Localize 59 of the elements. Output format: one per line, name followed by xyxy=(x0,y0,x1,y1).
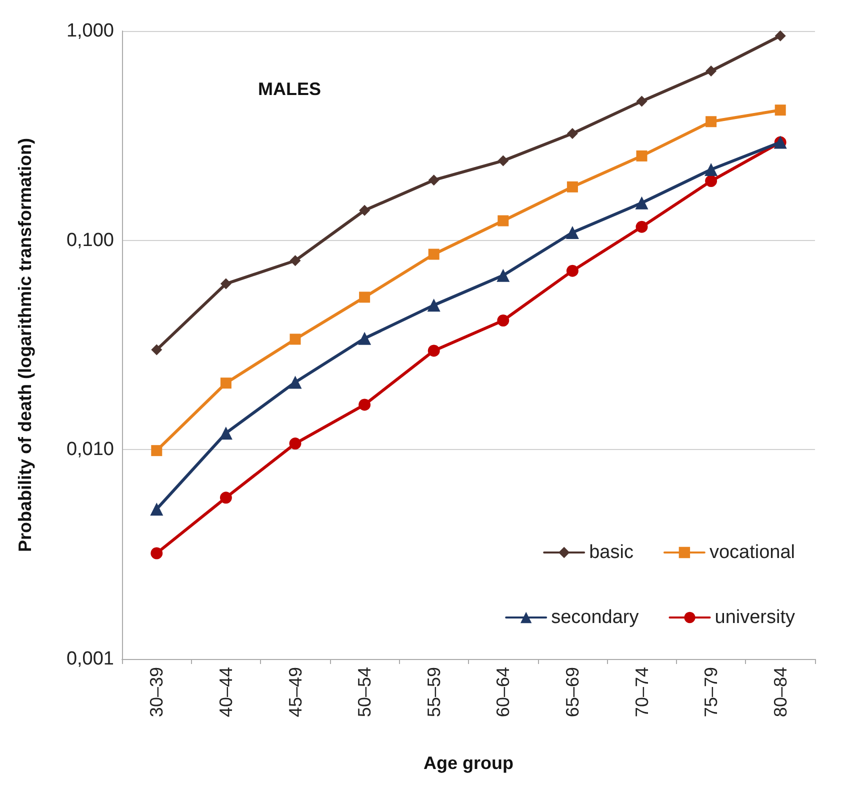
legend-label: university xyxy=(714,607,796,628)
point xyxy=(705,175,718,188)
point xyxy=(220,492,232,504)
point xyxy=(497,314,510,327)
x-tick-label: 70–74 xyxy=(632,667,652,718)
point xyxy=(636,150,648,162)
point xyxy=(706,66,717,77)
point xyxy=(636,96,648,107)
point xyxy=(219,426,232,440)
point xyxy=(498,155,509,166)
point xyxy=(706,116,717,128)
x-tick-label: 30–39 xyxy=(146,667,167,718)
point xyxy=(566,181,578,192)
point xyxy=(635,196,648,210)
legend-label: vocational xyxy=(709,542,796,563)
point xyxy=(289,438,302,450)
point xyxy=(496,268,510,282)
point xyxy=(288,376,302,389)
point xyxy=(220,378,232,389)
point xyxy=(151,344,162,356)
x-tick-label: 50–54 xyxy=(354,667,375,718)
point xyxy=(358,332,372,345)
point xyxy=(566,226,579,239)
point xyxy=(150,547,163,560)
point xyxy=(498,215,509,226)
point xyxy=(774,104,786,116)
legend-label: basic xyxy=(589,542,634,563)
x-tick-label: 60–64 xyxy=(493,667,514,718)
annotation: MALES xyxy=(258,79,321,99)
x-tick-label: 45–49 xyxy=(285,667,306,718)
point xyxy=(428,344,440,357)
point xyxy=(359,292,370,303)
x-tick-label: 80–84 xyxy=(770,667,790,718)
point xyxy=(566,264,578,277)
y-axis-title: Probability of death (logarithmic transformation) xyxy=(15,138,35,552)
point xyxy=(290,334,301,345)
y-tick-label: 1,000 xyxy=(66,20,114,42)
point xyxy=(220,278,232,290)
y-tick-label: 0,010 xyxy=(66,439,114,460)
x-tick-label: 55–59 xyxy=(424,667,444,718)
point xyxy=(428,248,440,260)
point xyxy=(150,502,164,516)
x-tick-label: 65–69 xyxy=(562,667,582,718)
y-tick-label: 0,001 xyxy=(66,648,114,670)
point xyxy=(566,128,578,139)
point xyxy=(151,445,162,456)
point xyxy=(359,204,370,216)
point xyxy=(427,298,440,312)
point xyxy=(774,30,786,42)
point xyxy=(290,255,301,266)
x-tick-label: 40–44 xyxy=(216,667,236,718)
point xyxy=(704,162,718,176)
x-axis-title: Age group xyxy=(424,753,514,773)
point xyxy=(358,398,371,411)
x-tick-label: 75–79 xyxy=(701,667,722,718)
legend-label: secondary xyxy=(551,607,640,628)
point xyxy=(428,174,440,186)
point xyxy=(636,220,648,233)
y-tick-label: 0,100 xyxy=(66,230,114,251)
